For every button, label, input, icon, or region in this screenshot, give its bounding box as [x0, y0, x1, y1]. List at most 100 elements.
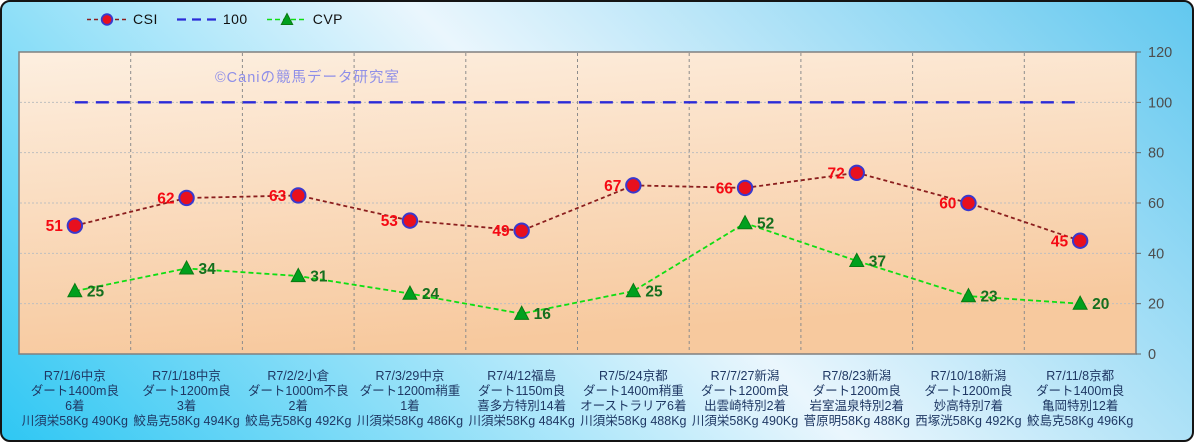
series-csi-data-label: 67 [604, 178, 621, 195]
x-category-line: ダート1200m良 [813, 383, 901, 398]
x-category-line: 川須栄58Kg 484Kg [468, 414, 574, 428]
series-csi-data-label: 60 [939, 196, 956, 213]
x-category-line: R7/10/18新潟 [931, 368, 1007, 383]
chart-legend: CSI 100 CVP [86, 11, 343, 27]
x-category-line: 菅原明58Kg 488Kg [804, 414, 910, 428]
x-category-line: ダート1400m稍重 [583, 383, 684, 398]
series-csi-marker [1071, 232, 1089, 249]
x-category-label: R7/1/18中京ダート1200m良 3着鮫島克58Kg 494Kg [133, 368, 239, 428]
series-cvp-data-label: 16 [534, 306, 552, 323]
series-csi-data-label: 72 [828, 165, 845, 182]
series-csi-marker [848, 164, 865, 182]
x-category-line: R7/1/18中京 [152, 368, 221, 383]
y-tick-label: 0 [1148, 347, 1156, 363]
x-category-line: 西塚洸58Kg 492Kg [915, 414, 1021, 428]
x-category-label: R7/2/2小倉ダート1000m不良 2着鮫島克58Kg 492Kg [245, 368, 351, 428]
series-cvp-data-label: 37 [869, 253, 886, 270]
series-csi-data-label: 66 [716, 180, 734, 197]
series-cvp-marker [290, 267, 307, 283]
series-csi-marker [66, 217, 84, 234]
x-category-line: 妙高特別7着 [934, 398, 1003, 413]
series-csi-data-label: 49 [492, 223, 510, 240]
series-cvp-marker [625, 282, 642, 298]
series-csi-marker [401, 212, 419, 229]
x-category-line: ダート1400m良 [31, 383, 119, 398]
x-category-line: 3着 [177, 398, 196, 413]
x-category-line: R7/5/24京都 [599, 369, 668, 383]
x-category-line: 川須栄58Kg 490Kg [22, 414, 128, 428]
x-category-line: ダート1200m良 [924, 383, 1012, 398]
series-cvp-marker [737, 214, 753, 230]
y-tick-label: 60 [1148, 196, 1164, 212]
x-category-label: R7/7/27新潟ダート1200m良出雲崎特別2着川須栄58Kg 490Kg [692, 368, 798, 428]
series-csi-marker [960, 194, 977, 212]
legend-item-cvp: CVP [266, 11, 343, 27]
series-cvp-marker [960, 287, 977, 303]
y-tick-label: 40 [1148, 246, 1164, 262]
x-category-label: R7/3/29中京ダート1200m稍重 1着川須栄58Kg 486Kg [357, 368, 463, 428]
series-cvp-marker [1072, 295, 1088, 310]
x-category-line: ダート1400m良 [1036, 383, 1124, 398]
legend-marker-cvp [266, 11, 307, 25]
x-category-line: 鮫島克58Kg 496Kg [1027, 413, 1133, 428]
x-category-label: R7/1/6中京ダート1400m良 6着川須栄58Kg 490Kg [22, 368, 128, 428]
series-cvp-marker [513, 305, 530, 320]
series-csi-data-label: 63 [269, 188, 287, 205]
x-category-line: R7/2/2小倉 [267, 368, 329, 383]
series-cvp-marker [402, 285, 418, 300]
series-cvp-line [74, 222, 1081, 315]
legend-label-100: 100 [222, 11, 248, 27]
y-tick-label: 20 [1148, 297, 1164, 313]
series-cvp-marker [848, 252, 865, 268]
series-cvp-data-label: 24 [422, 286, 440, 303]
series-cvp-data-label: 20 [1092, 296, 1109, 313]
y-tick-label: 100 [1148, 95, 1172, 111]
legend-label-csi: CSI [133, 11, 158, 27]
x-category-line: 岩室温泉特別2着 [810, 398, 904, 413]
legend-item-csi: CSI [86, 11, 158, 27]
series-cvp-marker [178, 259, 195, 275]
series-csi-marker [290, 187, 307, 204]
x-category-line: 1着 [400, 398, 419, 413]
x-category-line: オーストラリア6着 [580, 398, 686, 413]
series-csi-data-label: 45 [1051, 233, 1069, 250]
x-category-label: R7/11/8京都ダート1400m良亀岡特別12着鮫島克58Kg 496Kg [1027, 369, 1133, 428]
x-category-line: R7/8/23新潟 [822, 368, 891, 383]
series-cvp-data-label: 23 [980, 289, 998, 306]
x-category-line: ダート1200m良 [701, 383, 789, 398]
x-category-line: R7/11/8京都 [1046, 369, 1114, 383]
x-category-line: ダート1150m良 [478, 383, 565, 398]
x-category-line: 喜多方特別14着 [477, 398, 566, 413]
x-category-line: 2着 [289, 398, 308, 413]
series-cvp-data-label: 52 [757, 216, 774, 233]
series-cvp-data-label: 34 [199, 261, 217, 278]
x-category-label: R7/4/12福島ダート1150m良喜多方特別14着川須栄58Kg 484Kg [468, 368, 574, 428]
x-category-line: 鮫島克58Kg 494Kg [133, 413, 239, 428]
x-category-line: R7/4/12福島 [487, 368, 556, 383]
legend-marker-100 [176, 17, 217, 21]
y-tick-label: 80 [1148, 146, 1164, 162]
series-cvp-data-label: 31 [310, 268, 328, 285]
x-category-line: 川須栄58Kg 488Kg [580, 414, 686, 428]
series-cvp-marker [67, 282, 83, 298]
x-category-line: 出雲崎特別2着 [704, 398, 786, 413]
legend-marker-csi [87, 12, 127, 26]
series-cvp-data-label: 25 [645, 284, 663, 301]
series-csi-marker [513, 222, 530, 239]
x-category-label: R7/5/24京都ダート1400m稍重オーストラリア6着川須栄58Kg 488K… [580, 369, 686, 428]
series-csi-marker [736, 179, 754, 197]
x-category-label: R7/8/23新潟ダート1200m良岩室温泉特別2着菅原明58Kg 488Kg [804, 368, 910, 428]
y-tick-label: 120 [1148, 45, 1172, 61]
x-category-line: 亀岡特別12着 [1042, 398, 1118, 413]
x-category-line: R7/3/29中京 [376, 368, 445, 383]
series-csi-marker [625, 177, 642, 194]
legend-item-100: 100 [176, 11, 248, 27]
x-category-line: 6着 [65, 398, 84, 413]
watermark: ©Caniの競馬データ研究室 [215, 70, 401, 86]
x-category-line: 川須栄58Kg 490Kg [692, 414, 798, 428]
x-category-line: ダート1200m稍重 [360, 383, 461, 398]
series-csi-data-label: 62 [157, 190, 174, 207]
x-category-line: R7/7/27新潟 [711, 368, 780, 383]
